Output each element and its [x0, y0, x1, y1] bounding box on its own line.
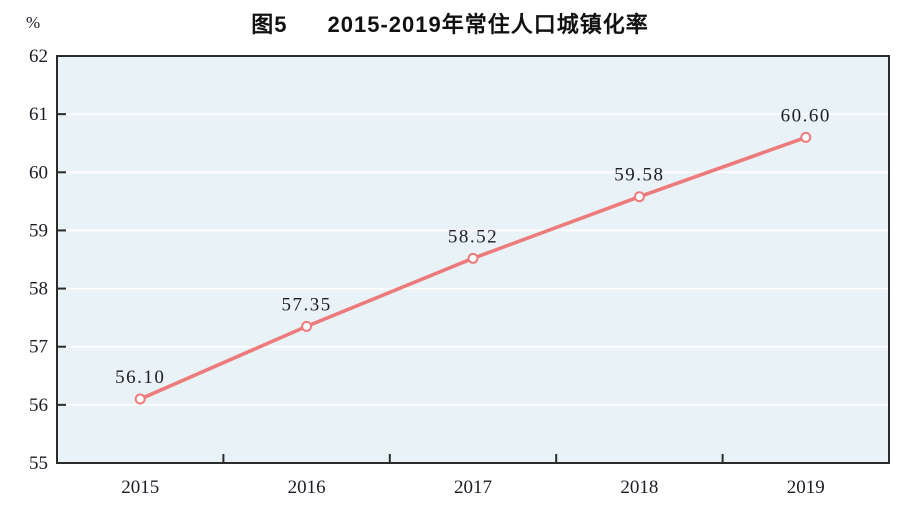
y-axis-unit-label: % [26, 13, 41, 32]
y-tick-label: 56 [29, 395, 48, 416]
data-point-marker [800, 131, 812, 143]
data-point-label: 60.60 [781, 105, 831, 126]
y-tick-label: 58 [29, 279, 48, 300]
x-tick-label: 2016 [288, 477, 326, 498]
data-point-label: 56.10 [115, 367, 165, 388]
data-point-marker [633, 191, 645, 203]
data-point-label: 58.52 [448, 226, 498, 247]
plot-frame [56, 55, 890, 464]
chart-title: 图5 2015-2019年常住人口城镇化率 [0, 7, 900, 39]
y-tick-label: 60 [29, 162, 48, 183]
data-point-marker [467, 252, 479, 264]
x-tick-label: 2015 [121, 477, 159, 498]
data-point-marker [134, 393, 146, 405]
y-tick-label: 61 [29, 104, 48, 125]
data-point-label: 57.35 [281, 294, 331, 315]
x-tick-label: 2019 [787, 477, 825, 498]
y-tick-label: 59 [29, 220, 48, 241]
figure-label: 图5 [251, 12, 288, 37]
data-point-marker [301, 320, 313, 332]
x-tick-label: 2018 [620, 477, 658, 498]
x-tick-label: 2017 [454, 477, 492, 498]
y-tick-label: 55 [29, 453, 48, 474]
y-tick-label: 62 [29, 46, 48, 67]
chart-title-text: 2015-2019年常住人口城镇化率 [327, 12, 649, 37]
y-tick-label: 57 [29, 337, 48, 358]
data-point-label: 59.58 [614, 165, 664, 186]
